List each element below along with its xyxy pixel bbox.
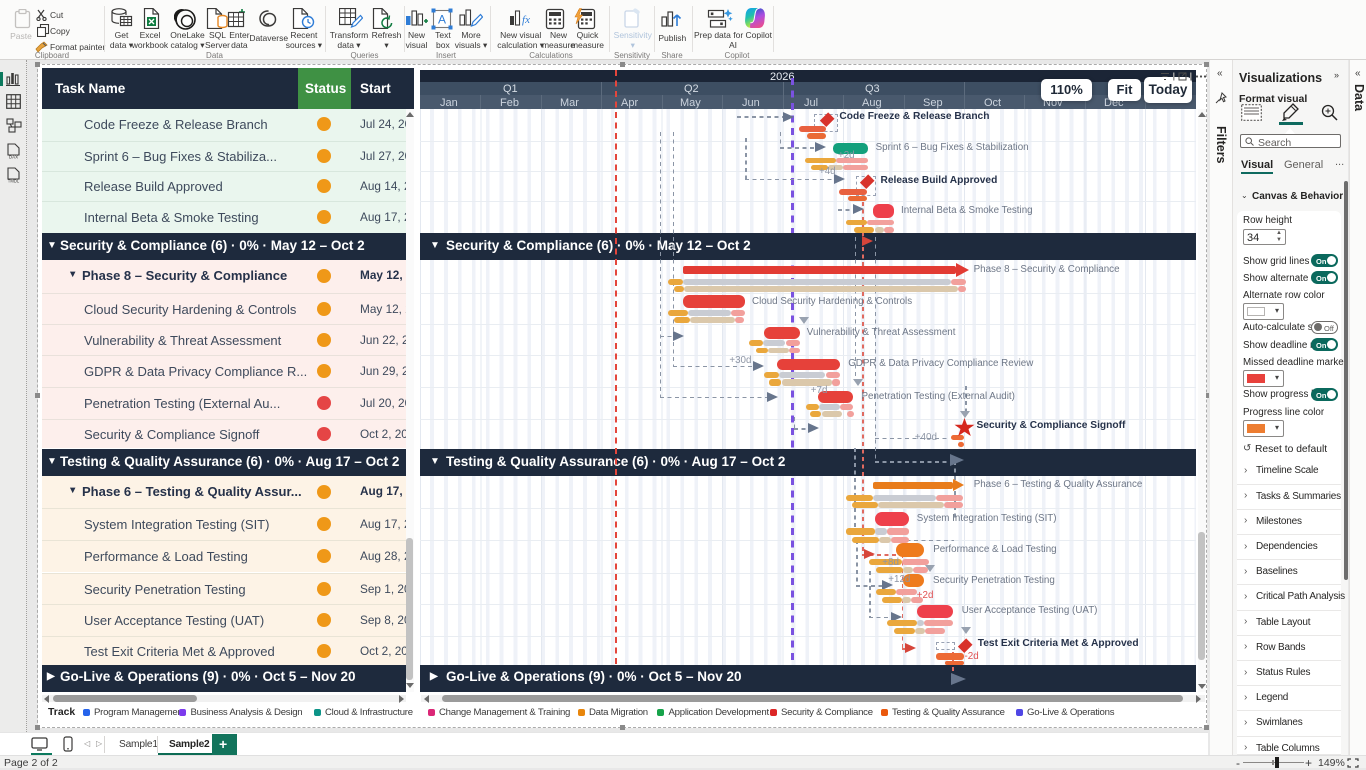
svg-text:TMDL: TMDL (8, 179, 20, 184)
svg-text:A: A (438, 13, 446, 27)
svg-text:fx: fx (522, 14, 530, 26)
svg-text:DAX: DAX (9, 155, 18, 160)
